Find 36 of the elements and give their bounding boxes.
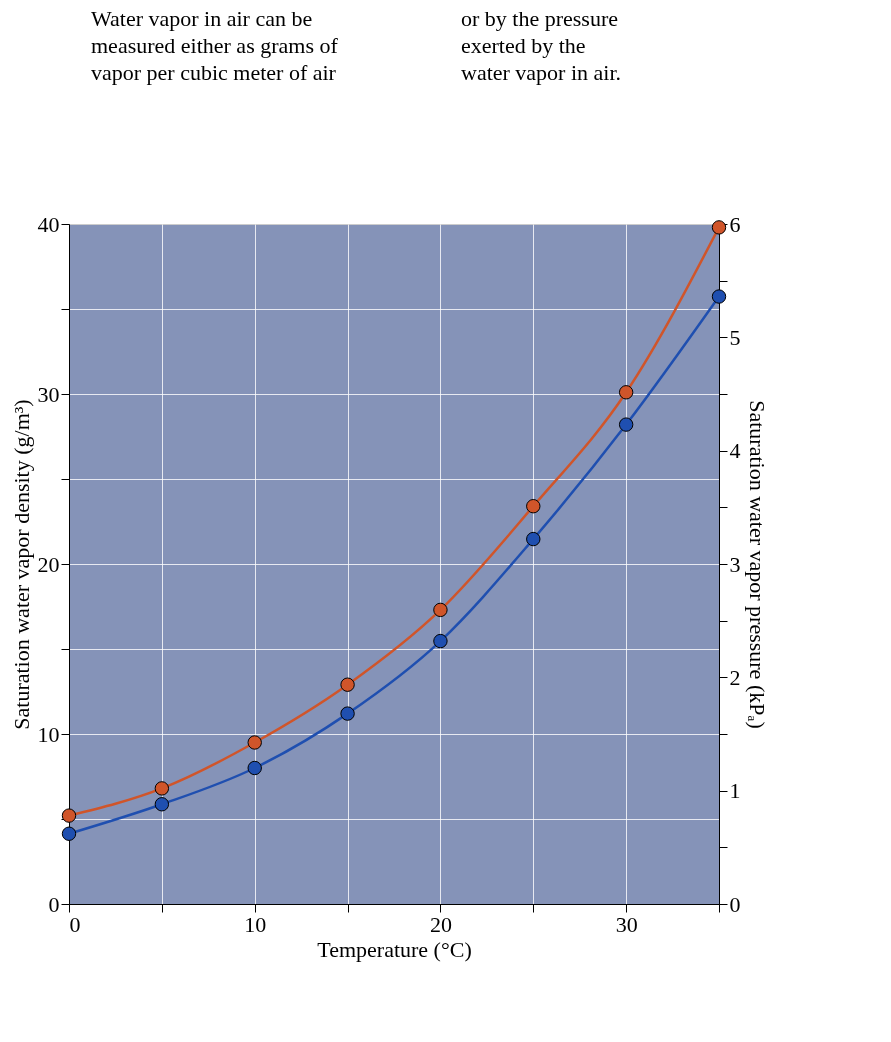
y2-tick-label: 5	[729, 324, 741, 350]
x-tick-label: 30	[615, 911, 638, 937]
text: or by the pressure exerted by the water vapor in air.	[461, 6, 622, 85]
x-tick-label: 10	[244, 911, 267, 937]
point	[526, 531, 541, 547]
point	[526, 499, 541, 514]
point	[154, 797, 170, 812]
y2-tick-label: 2	[729, 664, 741, 690]
point	[433, 633, 448, 649]
point	[61, 826, 77, 841]
y-tick-label: 30	[37, 381, 60, 407]
y-tick-label: 40	[37, 211, 60, 237]
y2-axis-title: Saturation water vapor pressure (kPₐ)	[744, 400, 770, 729]
point	[154, 781, 170, 796]
y2-tick-label: 4	[729, 438, 741, 464]
text: Water vapor in air can be measured either as grams of vapor per cubic meter of air	[91, 6, 339, 85]
y-tick-label: 0	[48, 891, 60, 917]
y-tick-label: 20	[37, 551, 60, 577]
y-tick-label: 10	[37, 721, 60, 747]
point	[618, 417, 634, 432]
y2-tick-label: 6	[729, 211, 741, 237]
point	[340, 677, 355, 692]
x-axis-title: Temperature (°C)	[317, 936, 472, 962]
point	[61, 808, 77, 823]
point	[618, 385, 634, 400]
point	[711, 289, 727, 304]
point	[433, 602, 448, 618]
point	[247, 735, 262, 750]
x-tick-label: 0	[69, 911, 81, 937]
y-axis-title: Saturation water vapor density (g/m³)	[8, 399, 34, 730]
y2-tick-label: 1	[729, 778, 741, 804]
point	[247, 760, 262, 776]
x-tick-label: 20	[429, 911, 452, 937]
point	[340, 706, 355, 721]
y2-tick-label: 0	[729, 891, 741, 917]
y2-tick-label: 3	[729, 551, 741, 577]
